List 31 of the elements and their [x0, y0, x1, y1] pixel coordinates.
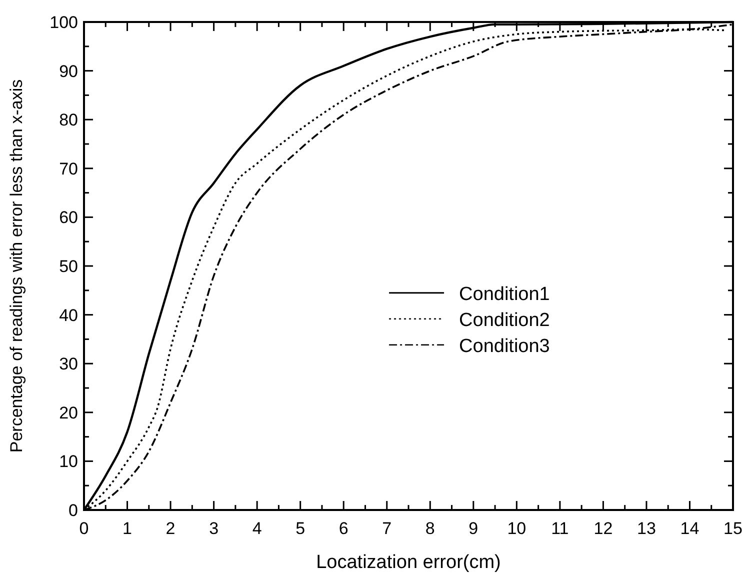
legend-label: Condition3: [459, 336, 550, 357]
y-tick-label: 10: [59, 452, 78, 472]
x-tick-label: 1: [122, 519, 132, 538]
x-tick-label: 15: [724, 519, 742, 538]
x-tick-label: 3: [209, 519, 219, 538]
y-tick-label: 0: [68, 501, 78, 520]
x-tick-label: 2: [166, 519, 176, 538]
y-tick-label: 80: [59, 110, 78, 130]
y-tick-label: 100: [50, 13, 78, 32]
x-tick-label: 9: [468, 519, 478, 538]
x-tick-label: 7: [382, 519, 392, 538]
y-tick-label: 60: [59, 208, 78, 228]
x-tick-label: 10: [507, 519, 526, 538]
y-tick-label: 40: [59, 306, 78, 325]
x-tick-label: 6: [338, 519, 348, 538]
legend-label: Condition2: [459, 310, 550, 331]
x-tick-label: 5: [296, 519, 306, 538]
x-tick-label: 11: [551, 519, 569, 538]
x-tick-label: 8: [425, 519, 435, 538]
y-tick-label: 70: [59, 159, 78, 178]
x-tick-label: 14: [680, 519, 700, 538]
y-tick-label: 30: [59, 354, 78, 374]
x-axis-title: Locatization error(cm): [316, 552, 501, 573]
x-tick-label: 12: [594, 519, 613, 538]
legend-label: Condition1: [459, 284, 550, 305]
y-axis-title: Percentage of readings with error less than x-axis: [7, 79, 26, 453]
y-tick-label: 20: [59, 403, 78, 422]
y-tick-label: 50: [59, 257, 78, 276]
y-tick-label: 90: [59, 62, 78, 81]
x-tick-label: 13: [637, 519, 656, 538]
x-tick-label: 4: [252, 519, 262, 538]
